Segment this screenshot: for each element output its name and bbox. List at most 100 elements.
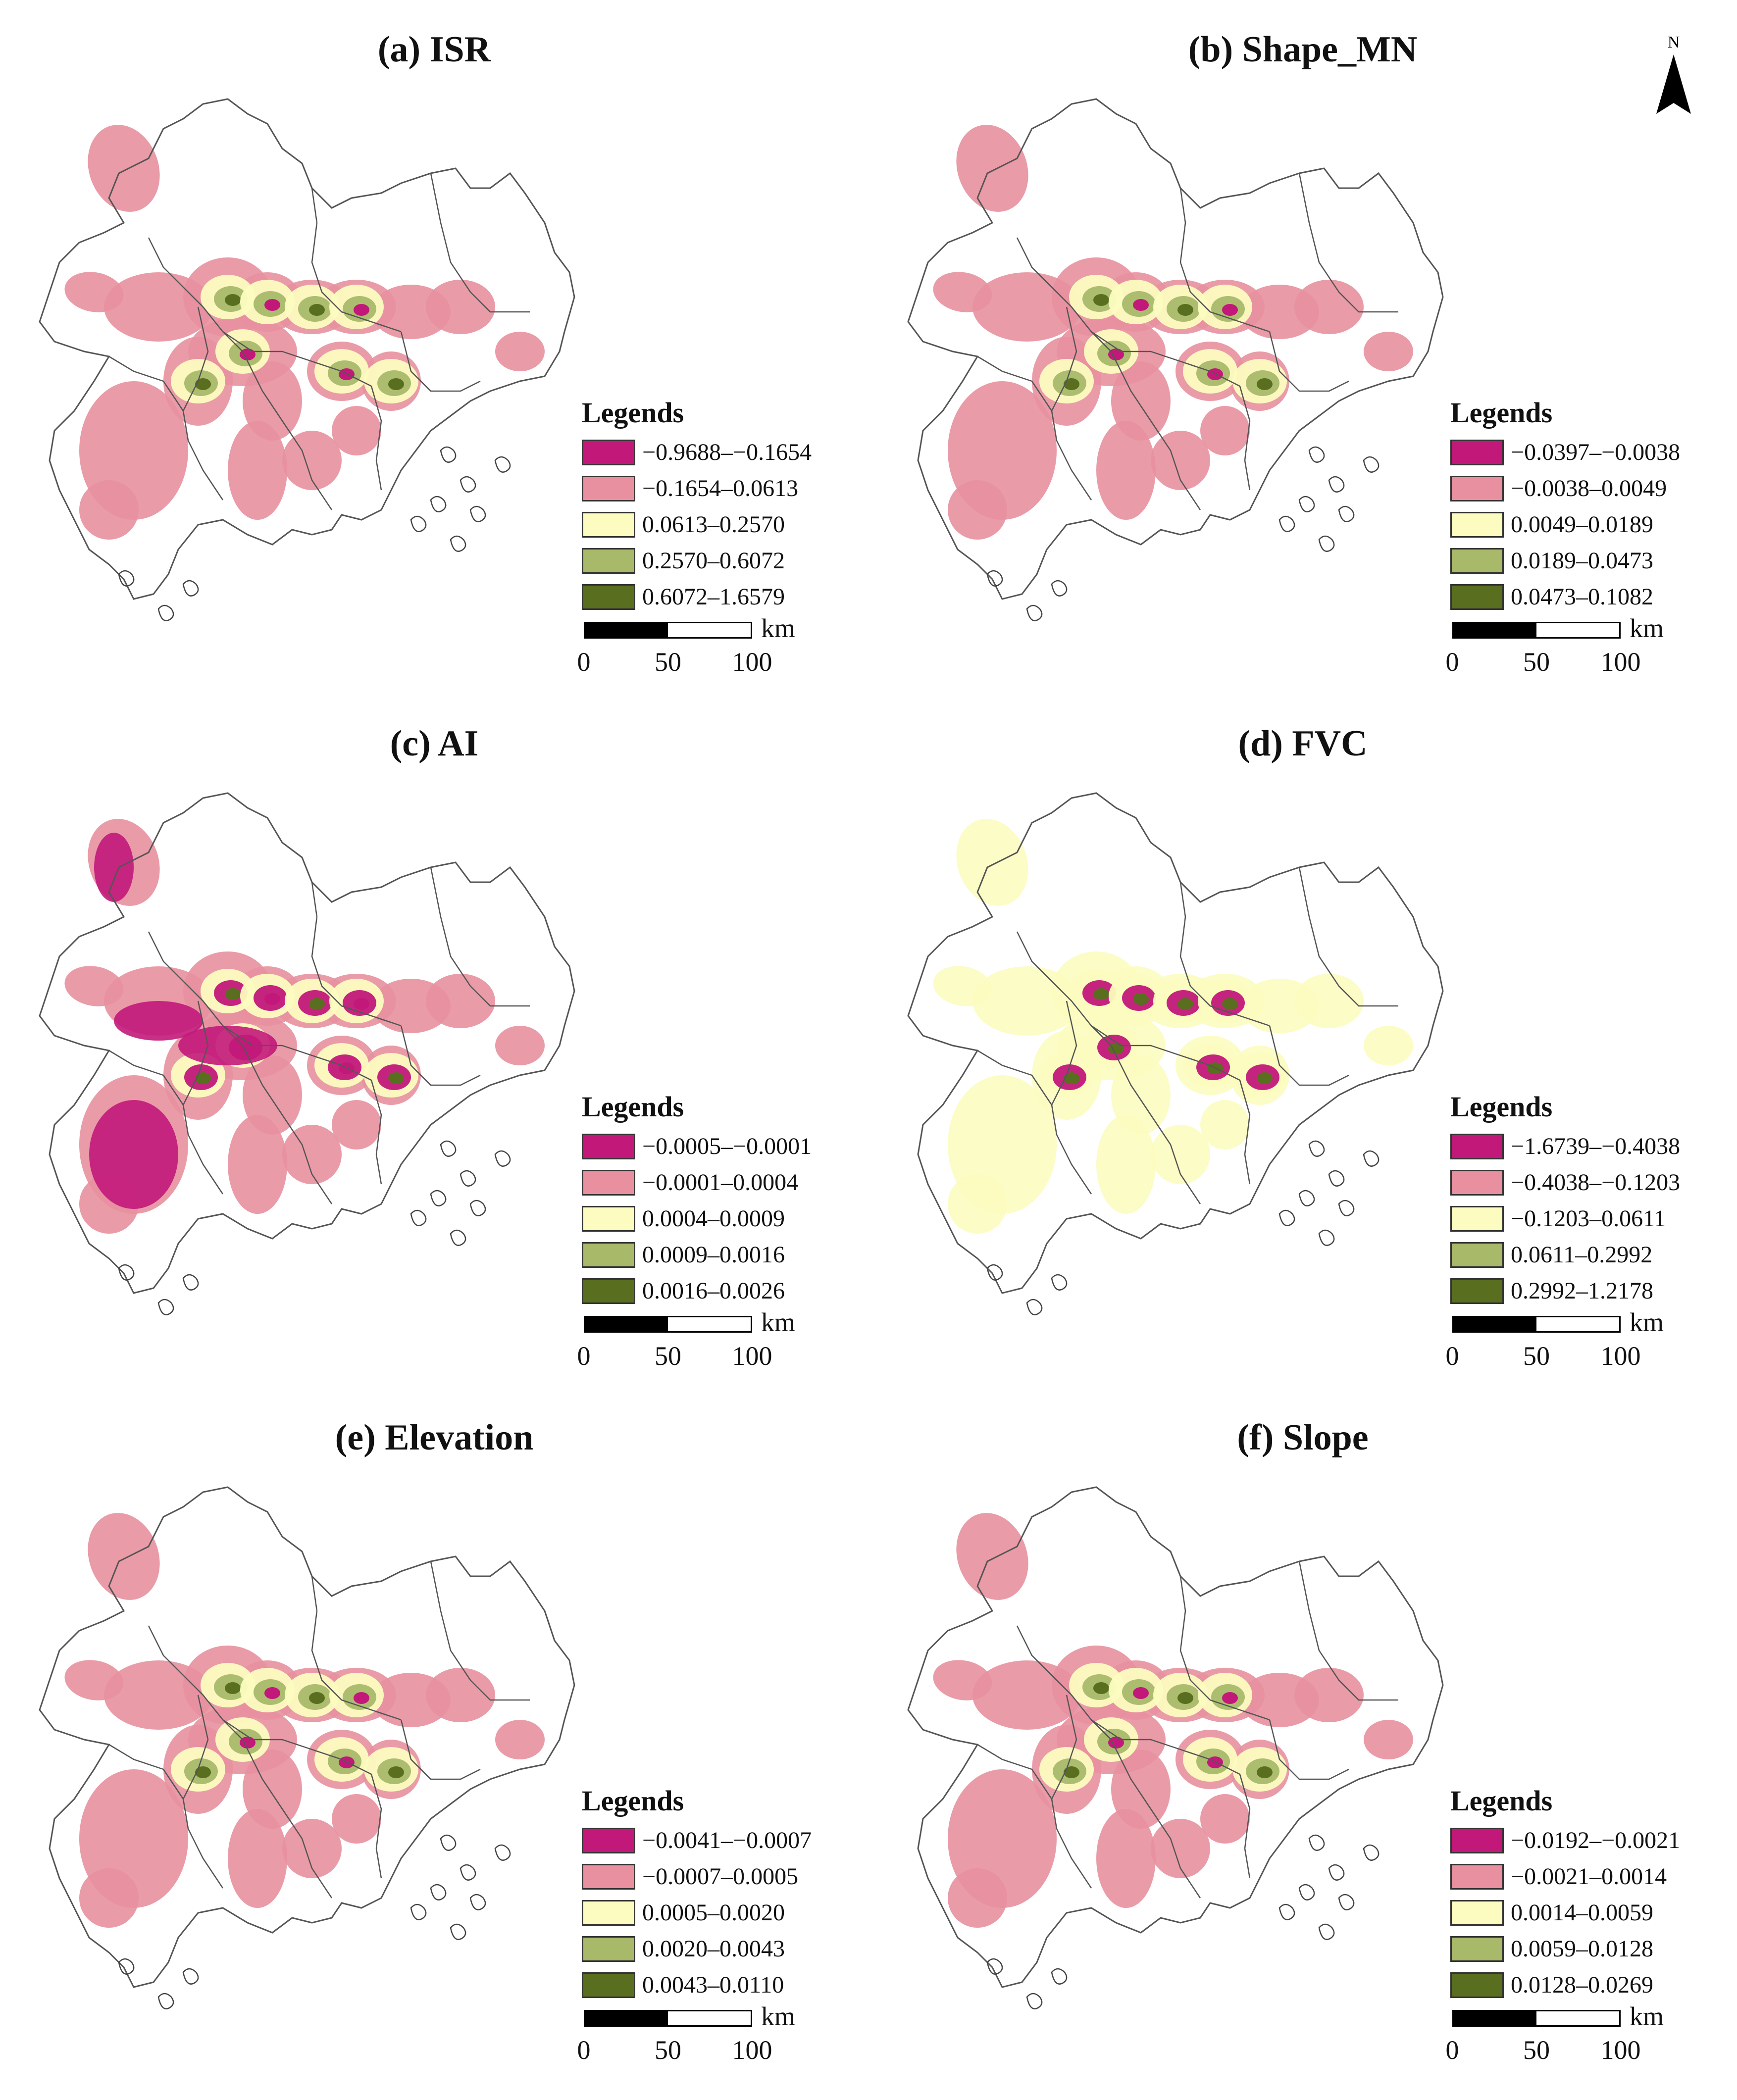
- island-outline: [450, 535, 466, 552]
- scale-tick: 100: [1600, 2035, 1641, 2065]
- legend-item: 0.0473–0.1082: [1450, 579, 1728, 615]
- scale-bar-graphic: [1452, 2010, 1621, 2027]
- map-cluster: [195, 1766, 211, 1778]
- district-boundary: [1298, 1561, 1398, 1701]
- scale-tick: 100: [732, 2035, 772, 2065]
- region-boundary: [39, 1486, 575, 1988]
- legend-label: −0.0007–0.0005: [642, 1863, 799, 1890]
- scale-bar-graphic: [1452, 622, 1621, 639]
- legend-item: −0.0005–−0.0001: [582, 1128, 859, 1164]
- legend-swatch: [1450, 1278, 1504, 1304]
- island-outline: [440, 1834, 457, 1851]
- panel-title: (f) Slope: [1237, 1417, 1369, 1458]
- map-region: [426, 1668, 495, 1722]
- legend-item: 0.0189–0.0473: [1450, 543, 1728, 579]
- island-outline: [469, 1200, 486, 1216]
- district-boundary: [1239, 386, 1251, 491]
- legend-swatch: [582, 1900, 635, 1926]
- scale-bar-graphic: [1452, 1316, 1621, 1333]
- map-cluster: [388, 1766, 404, 1778]
- map-region: [1200, 1794, 1250, 1844]
- island-outline: [1318, 535, 1335, 552]
- legend-title: Legends: [1450, 397, 1553, 429]
- legend-label: 0.0004–0.0009: [642, 1205, 785, 1232]
- panel-title: (e) Elevation: [335, 1417, 534, 1458]
- map-canvas: [39, 792, 575, 1315]
- scale-unit: km: [1630, 613, 1664, 643]
- scale-tick: 50: [655, 647, 681, 677]
- map-region: [1364, 1026, 1413, 1065]
- island-outline: [118, 1958, 135, 1975]
- island-outline: [986, 1264, 1003, 1281]
- map-region: [426, 974, 495, 1028]
- legend-item: 0.0611–0.2992: [1450, 1237, 1728, 1273]
- map-region: [956, 819, 1028, 906]
- map-region: [495, 332, 545, 371]
- legend-item: −0.0192–−0.0021: [1450, 1822, 1728, 1858]
- map-region: [282, 1125, 342, 1184]
- island-outline: [118, 1264, 135, 1281]
- district-boundary: [430, 173, 530, 313]
- map-panel: (b) Shape_MN Legends −0.0397–−0.0038 −0.0…: [868, 0, 1737, 694]
- island-outline: [460, 1170, 476, 1187]
- island-outline: [440, 1140, 457, 1157]
- scale-unit: km: [761, 1307, 796, 1337]
- legend-item: 0.0014–0.0059: [1450, 1895, 1728, 1931]
- island-outline: [1328, 476, 1345, 493]
- district-boundary: [370, 1774, 382, 1879]
- map-cluster: [264, 1687, 280, 1699]
- district-boundary: [400, 331, 481, 392]
- map-canvas: [39, 98, 575, 621]
- island-outline: [450, 1923, 466, 1940]
- map-region: [94, 833, 134, 902]
- district-boundary: [1110, 1045, 1201, 1204]
- map-fill-layer: [64, 1513, 545, 1928]
- island-outline: [410, 515, 427, 532]
- map-cluster: [1222, 304, 1238, 316]
- map-cluster: [1222, 1692, 1238, 1704]
- scale-tick: 50: [1523, 2035, 1550, 2065]
- island-outline: [1278, 1209, 1295, 1226]
- map-region: [1151, 431, 1210, 490]
- district-boundary: [1298, 867, 1398, 1007]
- district-boundary: [977, 1050, 1053, 1105]
- legend-item: 0.0613–0.2570: [582, 506, 859, 543]
- map-canvas: [39, 1486, 575, 2009]
- map-cluster: [1133, 1687, 1149, 1699]
- island-outline: [1278, 1903, 1295, 1920]
- map-canvas: [907, 98, 1444, 621]
- map-cluster: [354, 304, 369, 316]
- legend-swatch: [1450, 1205, 1504, 1232]
- map-cluster: [354, 998, 369, 1010]
- legend-label: −0.0192–−0.0021: [1511, 1827, 1681, 1853]
- legend-item: −1.6739–−0.4038: [1450, 1128, 1728, 1164]
- legend-item: −0.4038–−0.1203: [1450, 1164, 1728, 1200]
- map-region: [956, 125, 1028, 212]
- legend-swatch: [582, 548, 635, 574]
- scale-bar-black: [585, 2011, 668, 2025]
- map-fill-layer: [64, 819, 545, 1234]
- scale-tick: 50: [655, 1341, 681, 1371]
- legend-swatch: [582, 1863, 635, 1890]
- north-arrow: N: [1651, 30, 1696, 119]
- legend-item: −0.0038–0.0049: [1450, 470, 1728, 506]
- district-boundary: [1269, 1719, 1349, 1780]
- map-fill-layer: [933, 819, 1413, 1234]
- district-boundary: [222, 1719, 372, 1775]
- island-outline: [1318, 1923, 1335, 1940]
- legend-label: −0.0001–0.0004: [642, 1169, 799, 1196]
- district-boundary: [430, 1561, 530, 1701]
- legend-rows: −0.0041–−0.0007 −0.0007–0.0005 0.0005–0.00…: [582, 1822, 859, 2003]
- district-boundary: [108, 1050, 184, 1105]
- map-canvas: [907, 792, 1444, 1315]
- legend-item: 0.6072–1.6579: [582, 579, 859, 615]
- legend-swatch: [1450, 1936, 1504, 1962]
- panel-title: (b) Shape_MN: [1188, 29, 1418, 70]
- scale-bar: km 0 50 100: [577, 2001, 859, 2073]
- district-boundary: [1091, 1025, 1240, 1081]
- map-region: [1200, 406, 1250, 455]
- district-boundary: [148, 237, 243, 352]
- map-region: [1294, 1668, 1364, 1722]
- panel-title: (d) FVC: [1238, 723, 1368, 764]
- island-outline: [157, 1299, 174, 1315]
